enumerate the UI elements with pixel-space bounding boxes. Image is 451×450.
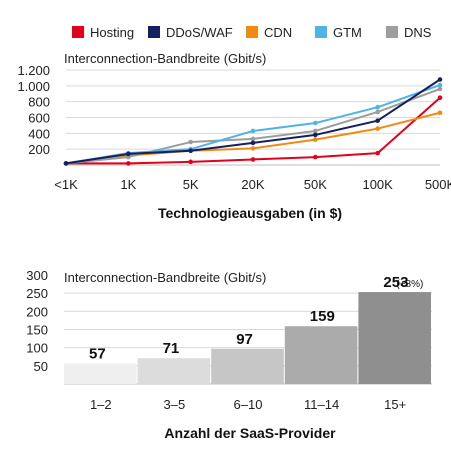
bar-value-label: 71 bbox=[163, 340, 180, 357]
line-point-ddos-waf bbox=[375, 118, 380, 123]
legend-swatch-hosting bbox=[72, 26, 84, 38]
line-point-gtm bbox=[250, 128, 256, 134]
bar-value-label: 159 bbox=[310, 308, 335, 325]
line-chart-xlabel: Technologieausgaben (in $) bbox=[158, 205, 342, 221]
line-point-dns bbox=[250, 136, 256, 142]
line-series-ddos-waf bbox=[65, 78, 441, 165]
line-chart: Interconnection-Bandbreite (Gbit/s) 2004… bbox=[17, 51, 451, 221]
bar-15 bbox=[358, 292, 431, 384]
line-chart-xtick-label: 100K bbox=[362, 177, 393, 192]
bar-value-label: 57 bbox=[89, 345, 106, 362]
legend-label-cdn: CDN bbox=[264, 24, 293, 40]
line-point-dns bbox=[126, 154, 131, 160]
line-point-gtm bbox=[437, 82, 443, 88]
legend-swatch-cdn bbox=[246, 26, 258, 38]
legend-swatch-gtm bbox=[315, 26, 327, 38]
legend-item-ddos-waf: DDoS/WAF bbox=[148, 22, 233, 42]
legend-label-hosting: Hosting bbox=[90, 24, 135, 40]
line-chart-legend: Hosting DDoS/WAF CDN GTM DNS bbox=[72, 22, 442, 42]
line-point-cdn bbox=[437, 110, 443, 116]
bar-chart-xtick-label: 6–10 bbox=[234, 397, 263, 412]
bar-value-label: 253 bbox=[383, 274, 408, 291]
legend-swatch-ddos-waf bbox=[148, 26, 160, 38]
line-point-hosting bbox=[375, 150, 380, 156]
bar-annotation: (+8%) bbox=[396, 279, 423, 290]
line-point-cdn bbox=[250, 146, 256, 151]
line-chart-ytick-label: 800 bbox=[28, 95, 50, 110]
line-point-dns bbox=[188, 139, 193, 145]
bar-3-5 bbox=[137, 358, 211, 384]
line-chart-ytick-label: 1.000 bbox=[17, 79, 50, 94]
legend-label-ddos-waf: DDoS/WAF bbox=[166, 24, 233, 40]
bar-11-14 bbox=[284, 326, 358, 384]
line-chart-ytick-label: 600 bbox=[28, 111, 50, 126]
bar-6-10 bbox=[211, 348, 284, 384]
bar-chart-ytick-label: 250 bbox=[26, 286, 48, 301]
line-chart-ytick-label: 1.200 bbox=[17, 63, 50, 78]
line-point-hosting bbox=[313, 154, 318, 160]
line-chart-xtick-label: <1K bbox=[54, 177, 78, 192]
bar-chart-ytick-label: 100 bbox=[26, 341, 48, 356]
line-point-ddos-waf bbox=[63, 161, 69, 166]
line-point-hosting bbox=[437, 95, 443, 101]
bar-chart-ytick-label: 150 bbox=[26, 323, 48, 338]
line-point-ddos-waf bbox=[313, 132, 318, 138]
line-point-gtm bbox=[375, 104, 380, 110]
bar-1-2 bbox=[64, 363, 137, 384]
legend-item-cdn: CDN bbox=[246, 22, 292, 42]
line-point-ddos-waf bbox=[250, 140, 256, 146]
line-chart-ytick-label: 400 bbox=[28, 126, 50, 141]
line-chart-title: Interconnection-Bandbreite (Gbit/s) bbox=[64, 51, 266, 66]
bar-chart-xtick-label: 11–14 bbox=[304, 397, 339, 412]
bar-chart: Interconnection-Bandbreite (Gbit/s) 50 10… bbox=[26, 268, 432, 441]
bar-chart-ytick-label: 50 bbox=[34, 359, 48, 374]
legend-item-hosting: Hosting bbox=[72, 22, 134, 42]
line-chart-xtick-label: 20K bbox=[241, 177, 264, 192]
line-point-hosting bbox=[250, 157, 256, 162]
legend-label-dns: DNS bbox=[404, 24, 432, 40]
bar-chart-ytick-label: 200 bbox=[26, 304, 48, 319]
line-point-gtm bbox=[313, 120, 318, 126]
line-chart-xtick-label: 500K bbox=[425, 177, 451, 192]
bar-chart-xtick-label: 1–2 bbox=[90, 397, 112, 412]
line-series-gtm bbox=[65, 84, 441, 165]
bar-chart-xlabel: Anzahl der SaaS-Provider bbox=[164, 425, 336, 441]
line-point-cdn bbox=[375, 126, 380, 131]
bar-chart-xtick-label: 3–5 bbox=[164, 397, 186, 412]
line-point-dns bbox=[437, 86, 443, 92]
line-point-cdn bbox=[313, 137, 318, 142]
bar-chart-ytick-label: 300 bbox=[26, 268, 48, 283]
line-point-ddos-waf bbox=[437, 77, 443, 82]
legend-label-gtm: GTM bbox=[333, 24, 362, 40]
legend-item-gtm: GTM bbox=[315, 22, 362, 42]
line-chart-ytick-label: 200 bbox=[28, 142, 50, 157]
line-chart-xtick-label: 50K bbox=[304, 177, 327, 192]
line-point-ddos-waf bbox=[188, 148, 193, 154]
line-point-dns bbox=[313, 128, 318, 134]
legend-item-dns: DNS bbox=[386, 22, 431, 42]
bar-chart-xtick-label: 15+ bbox=[384, 397, 406, 412]
bar-value-label: 97 bbox=[236, 331, 253, 348]
line-point-ddos-waf bbox=[126, 151, 131, 157]
line-point-hosting bbox=[188, 159, 193, 165]
legend-swatch-dns bbox=[386, 26, 398, 38]
line-chart-xtick-label: 5K bbox=[183, 177, 199, 192]
line-point-dns bbox=[375, 109, 380, 115]
line-point-hosting bbox=[126, 161, 131, 166]
bar-chart-title: Interconnection-Bandbreite (Gbit/s) bbox=[64, 270, 266, 285]
line-chart-xtick-label: 1K bbox=[120, 177, 136, 192]
